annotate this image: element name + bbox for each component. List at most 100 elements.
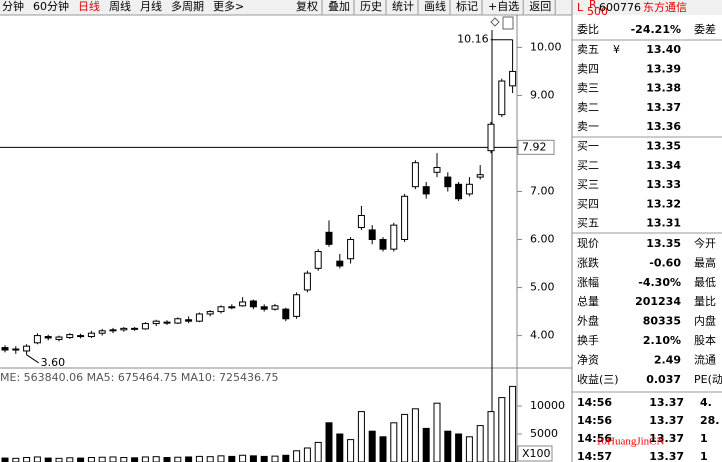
volume-bar [293, 450, 301, 462]
candle-body [282, 308, 290, 320]
candle-body [314, 251, 322, 269]
quote-label: 换手 [577, 333, 599, 347]
toolbar-button[interactable]: 历史 [360, 0, 382, 13]
volume-bar [87, 457, 95, 462]
toolbar-button[interactable]: 复权 [296, 0, 318, 13]
candle-body [271, 305, 279, 310]
quote-value: 13.33 [646, 178, 681, 191]
candle-body [411, 162, 419, 188]
y-tick-label: 7.00 [530, 185, 555, 198]
quote-label: 买一 [577, 140, 599, 153]
tab[interactable]: 日线 [78, 0, 100, 13]
candle-body [185, 319, 193, 322]
y-tick-label: 10.00 [530, 40, 562, 53]
volume-bar [33, 456, 41, 462]
candle-body [163, 321, 171, 324]
quote-label: 委比 [577, 23, 599, 36]
candle-body [141, 323, 149, 330]
quote-value: 13.39 [646, 62, 681, 75]
ma-legend: ME: 563840.06 MA5: 675464.75 MA10: 72543… [0, 371, 279, 384]
tick-time: 14:56 [577, 414, 612, 427]
volume-bar [239, 454, 247, 462]
volume-bar [174, 456, 182, 462]
volume-bar [368, 430, 376, 462]
quote-value: -4.30% [638, 276, 681, 289]
toolbar-button[interactable]: 叠加 [328, 0, 350, 13]
toolbar-button[interactable]: +自选 [488, 0, 519, 13]
quote-label: 卖五 [577, 43, 599, 56]
volume-bar [509, 385, 517, 462]
quote-label: 总量 [577, 294, 599, 308]
quote-value: 2.49 [654, 353, 681, 366]
candle-body [131, 327, 139, 330]
tab[interactable]: 60分钟 [33, 0, 69, 13]
candle-body [260, 306, 268, 310]
volume-bar [465, 436, 473, 462]
quote-r: R [589, 0, 597, 11]
candle-body [509, 70, 517, 87]
quote-extra: 量比 [694, 295, 716, 308]
price-flag [517, 139, 555, 155]
quote-value: 0.037 [646, 373, 681, 386]
candle-body [239, 301, 247, 307]
toolbar-button[interactable]: 画线 [424, 0, 446, 13]
quote-value: 13.31 [646, 217, 681, 230]
candle-body [303, 272, 311, 291]
quote-label: 买三 [577, 178, 599, 191]
quote-extra: 最低 [694, 276, 716, 289]
tab[interactable]: 更多> [213, 0, 244, 13]
low-pointer [26, 354, 39, 364]
candle-body [433, 166, 441, 173]
candle-body [55, 336, 63, 340]
quote-extra: 最高 [694, 255, 716, 269]
volume-bar [131, 457, 139, 462]
scale-button[interactable]: X100 [522, 447, 551, 460]
stock-name: 东方通信 [643, 0, 687, 14]
candle-body [206, 311, 214, 315]
low-label: 3.60 [41, 356, 66, 369]
quote-value: 80335 [643, 315, 681, 328]
volume-bar [120, 457, 128, 462]
cursor-price: 7.92 [522, 140, 547, 153]
candle-body [465, 183, 473, 195]
candle-body [379, 239, 387, 250]
tab[interactable]: 分钟 [2, 0, 24, 13]
toolbar-button[interactable]: 标记 [456, 0, 478, 13]
volume-bar [271, 455, 279, 462]
candle-body [455, 183, 463, 200]
candle-body [98, 330, 106, 334]
quote-label: 现价 [577, 237, 599, 250]
candle-body [390, 224, 398, 250]
volume-bar [163, 457, 171, 462]
quote-value: 13.32 [646, 197, 681, 210]
toolbar-button[interactable]: 返回 [529, 0, 551, 13]
volume-bar [1, 457, 9, 462]
tab[interactable]: 周线 [109, 0, 131, 13]
candle-body [1, 347, 9, 351]
quote-extra: 内盘 [694, 314, 716, 328]
candle-body [401, 195, 409, 241]
volume-bar [433, 402, 441, 462]
tick-vol: 4. [700, 396, 712, 409]
volume-bar [217, 455, 225, 462]
candle-body [152, 320, 160, 325]
quote-label: 买二 [577, 159, 599, 172]
tab[interactable]: 多周期 [171, 0, 204, 13]
candle-body [347, 239, 355, 260]
y-tick-label: 6.00 [530, 233, 555, 246]
candle-body [44, 336, 52, 339]
quote-value: 13.38 [646, 82, 681, 95]
candle-body [444, 176, 452, 188]
scale-box [517, 445, 553, 462]
quote-extra: 股本 [694, 333, 716, 347]
toolbar-button[interactable]: 统计 [392, 0, 414, 13]
candle-body [487, 123, 495, 152]
tab[interactable]: 月线 [140, 0, 162, 13]
quote-value: 13.34 [646, 159, 681, 172]
quote-value: -0.60 [649, 256, 681, 269]
quote-label: 净资 [577, 352, 599, 366]
quote-label: 收益(三) [577, 372, 619, 386]
candle-body [109, 329, 117, 332]
volume-bar [314, 441, 322, 462]
